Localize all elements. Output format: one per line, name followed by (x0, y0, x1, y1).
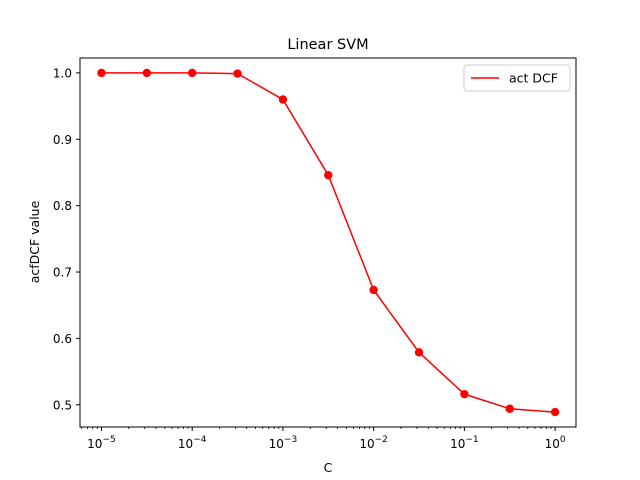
x-axis-label: C (324, 460, 333, 475)
legend: act DCF (463, 64, 571, 92)
x-tick-label: 10−2 (359, 435, 388, 451)
chart-title: Linear SVM (287, 37, 368, 53)
data-point (505, 404, 514, 413)
data-point (324, 170, 333, 180)
x-tick-label: 10−3 (269, 435, 298, 451)
plot-frame (79, 57, 577, 428)
y-tick-label: 0.8 (53, 199, 72, 213)
y-axis-ticks: 0.5 0.6 0.7 0.8 0.9 1.0 (53, 66, 80, 412)
series-layer (97, 68, 560, 417)
data-point (414, 348, 424, 357)
data-point (187, 68, 197, 78)
x-tick-label: 100 (545, 435, 566, 451)
legend-box (463, 64, 571, 92)
y-tick-label: 0.6 (53, 332, 72, 346)
y-tick-label: 1.0 (53, 66, 72, 80)
y-tick-label: 0.5 (53, 398, 72, 412)
x-tick-label: 10−1 (450, 435, 479, 451)
data-point (278, 95, 288, 104)
x-axis-ticks: 10−5 10−4 10−3 10−2 10−1 100 (80, 427, 566, 451)
data-point (97, 68, 106, 78)
data-point (142, 68, 152, 78)
data-point (550, 407, 560, 417)
x-tick-label: 10−5 (87, 435, 116, 451)
plot-area (80, 58, 576, 427)
y-tick-label: 0.7 (53, 266, 72, 280)
x-tick-label: 10−4 (178, 435, 207, 451)
y-axis-label: acfDCF value (27, 200, 42, 283)
data-point (460, 389, 469, 399)
data-point (233, 69, 242, 78)
data-point (369, 285, 378, 295)
legend-label: act DCF (509, 71, 558, 86)
y-tick-label: 0.9 (53, 133, 72, 147)
